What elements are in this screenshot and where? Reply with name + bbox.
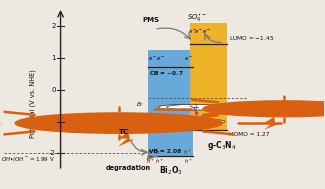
Text: g-C$_3$N$_4$: g-C$_3$N$_4$ (207, 139, 236, 152)
Text: $-$: $-$ (184, 117, 191, 126)
Text: $h^+$: $h^+$ (204, 122, 213, 131)
Text: $+$: $+$ (192, 117, 200, 126)
Text: $h^+$: $h^+$ (184, 157, 193, 166)
Text: $h^+$: $h^+$ (188, 122, 197, 131)
Circle shape (203, 101, 325, 117)
Circle shape (167, 104, 225, 110)
Polygon shape (265, 117, 279, 129)
Text: $SO_4^{•-}$: $SO_4^{•-}$ (187, 12, 206, 24)
Text: $+$: $+$ (192, 102, 200, 112)
Text: 1: 1 (51, 55, 56, 61)
Text: 2: 2 (51, 23, 56, 29)
Text: LUMO = $-$1.45: LUMO = $-$1.45 (229, 34, 274, 42)
Text: $E_F$: $E_F$ (229, 100, 237, 109)
Text: $h^+$: $h^+$ (146, 157, 155, 166)
Text: TC: TC (119, 129, 129, 135)
Bar (148, 50, 193, 156)
Text: Potential (V vs. NHE): Potential (V vs. NHE) (30, 70, 36, 139)
Text: CB = $-$0.7: CB = $-$0.7 (149, 69, 183, 77)
Text: 0: 0 (51, 87, 56, 93)
Text: PMS: PMS (143, 17, 160, 23)
Text: $e^-$: $e^-$ (188, 29, 197, 36)
Text: Bi$_2$O$_3$: Bi$_2$O$_3$ (159, 165, 182, 177)
Text: -1: -1 (49, 119, 56, 125)
Polygon shape (119, 132, 133, 146)
Text: $e^-$: $e^-$ (184, 56, 193, 64)
Text: $e^-$: $e^-$ (148, 56, 157, 64)
Circle shape (158, 119, 216, 124)
Text: $h^+$: $h^+$ (155, 157, 164, 166)
Circle shape (15, 113, 222, 133)
Text: degradation: degradation (106, 165, 151, 171)
Text: $h^+$: $h^+$ (147, 148, 156, 157)
Text: $E_F$: $E_F$ (136, 100, 145, 109)
FancyArrowPatch shape (190, 106, 198, 115)
Text: $e^-$: $e^-$ (156, 56, 165, 64)
Text: $h^+$: $h^+$ (155, 148, 164, 157)
Text: -2: -2 (49, 150, 56, 156)
Text: $-$: $-$ (184, 103, 191, 112)
Circle shape (167, 119, 225, 124)
Bar (190, 23, 227, 130)
Text: $h^+$: $h^+$ (183, 148, 192, 157)
Text: HOMO = 1.27: HOMO = 1.27 (229, 132, 269, 137)
Text: $e^-$: $e^-$ (202, 29, 211, 36)
Text: VB = 2.08: VB = 2.08 (149, 149, 181, 154)
Text: $OH•/OH^- = 1.99$ V: $OH•/OH^- = 1.99$ V (1, 155, 55, 163)
Text: $h^+$: $h^+$ (196, 122, 205, 131)
Text: $e^-$: $e^-$ (194, 29, 204, 36)
Circle shape (158, 104, 216, 110)
